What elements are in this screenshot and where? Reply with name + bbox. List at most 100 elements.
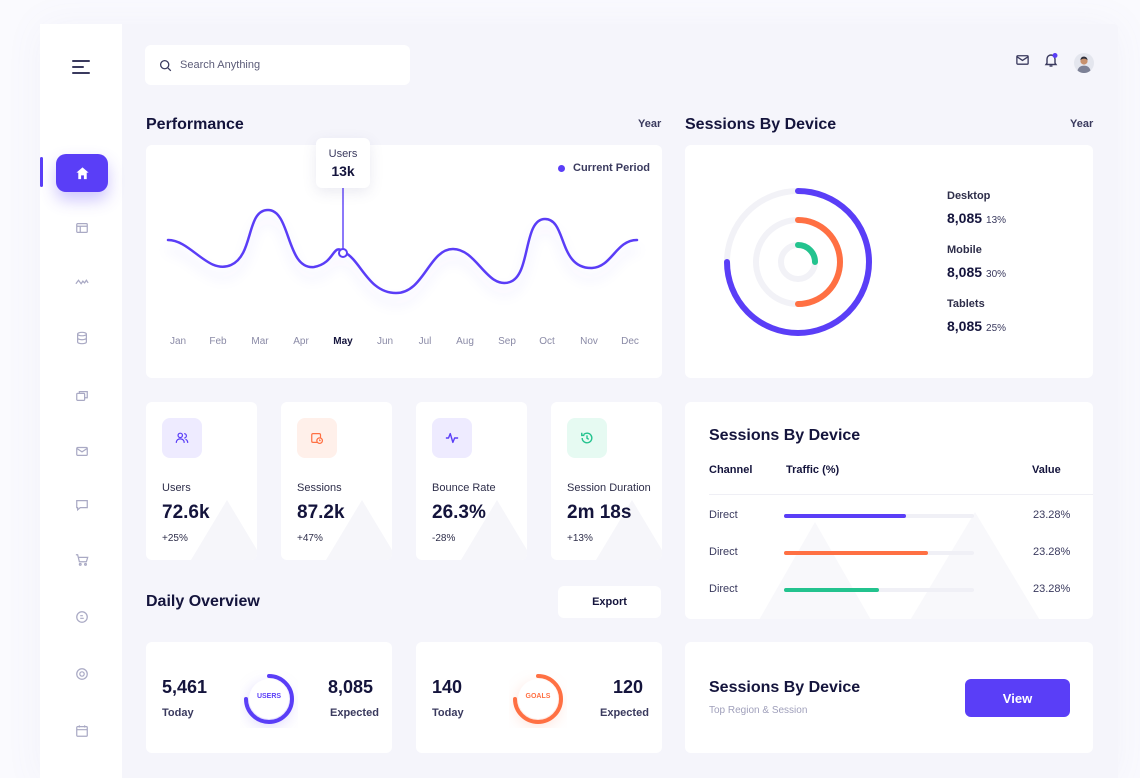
- mail-icon: [76, 446, 88, 456]
- device-tablets-value: 8,085 25%: [947, 318, 1007, 334]
- month-label: Apr: [293, 336, 309, 347]
- month-label: Sep: [498, 336, 516, 347]
- donut-desktop-arc: [724, 188, 872, 336]
- search-input[interactable]: [180, 59, 380, 71]
- stat-card-users[interactable]: Users 72.6k +25%: [146, 402, 257, 560]
- row-value: 23.28%: [1033, 509, 1071, 521]
- sessions-device-card: [685, 145, 1093, 378]
- daily-expected-value: 120: [613, 677, 644, 697]
- device-mobile-label: Mobile: [947, 244, 982, 256]
- row-value: 23.28%: [1033, 546, 1071, 558]
- sidebar-item-database[interactable]: [56, 319, 108, 357]
- month-label: May: [333, 336, 353, 347]
- sidebar-item-cart[interactable]: [56, 541, 108, 579]
- stat-value: 87.2k: [297, 502, 345, 523]
- sidebar-item-coin[interactable]: [56, 598, 108, 636]
- mail-icon: [1016, 55, 1029, 65]
- table-header-channel: Channel: [709, 464, 753, 476]
- traffic-bar-track: [784, 588, 974, 592]
- sessions-device-title: Sessions By Device: [685, 116, 837, 133]
- notifications-button[interactable]: [1043, 52, 1059, 68]
- table-header-value: Value: [1032, 464, 1061, 476]
- stat-change: +13%: [567, 533, 593, 544]
- donut-mobile-arc: [795, 217, 843, 307]
- users-progress-ring: [244, 674, 294, 724]
- coin-icon: [76, 611, 88, 623]
- stat-value: 26.3%: [432, 502, 486, 523]
- sidebar: [40, 24, 122, 778]
- stat-label: Session Duration: [567, 482, 651, 494]
- stat-value: 2m 18s: [567, 502, 632, 523]
- sidebar-item-windows[interactable]: [56, 377, 108, 415]
- calendar-clock-icon: [297, 418, 337, 458]
- home-icon: [75, 166, 89, 179]
- row-channel: Direct: [709, 509, 738, 521]
- tooltip-label: Users: [328, 148, 358, 160]
- search-icon: [159, 59, 172, 71]
- sidebar-item-activity[interactable]: [56, 263, 108, 301]
- daily-expected-value: 8,085: [328, 677, 374, 697]
- month-label: Jul: [418, 336, 432, 347]
- sidebar-item-mail[interactable]: [56, 432, 108, 470]
- windows-icon: [76, 391, 88, 401]
- sidebar-item-layout[interactable]: [56, 209, 108, 247]
- user-avatar-icon: [1074, 53, 1094, 73]
- performance-line: [166, 208, 639, 295]
- traffic-bar-fill: [784, 514, 906, 518]
- chat-icon: [76, 500, 88, 512]
- legend-label: Current Period: [573, 162, 651, 174]
- daily-today-value: 5,461: [162, 677, 208, 697]
- row-channel: Direct: [709, 546, 738, 558]
- stat-card-session-duration[interactable]: Session Duration 2m 18s +13%: [551, 402, 662, 560]
- stat-label: Users: [162, 482, 191, 494]
- tooltip-value: 13k: [331, 163, 355, 179]
- pulse-icon: [432, 418, 472, 458]
- history-icon: [567, 418, 607, 458]
- traffic-bar-track: [784, 514, 974, 518]
- stat-card-bounce-rate[interactable]: Bounce Rate 26.3% -28%: [416, 402, 527, 560]
- export-button[interactable]: Export: [558, 586, 661, 618]
- daily-today-value: 140: [432, 677, 463, 697]
- sidebar-item-chat[interactable]: [56, 486, 108, 524]
- bell-icon: [1044, 53, 1058, 67]
- table-divider: [709, 494, 1093, 495]
- menu-icon[interactable]: [72, 60, 90, 74]
- legend-dot: [558, 164, 565, 172]
- daily-today-label: Today: [432, 707, 464, 719]
- device-desktop-value: 8,085 13%: [947, 210, 1007, 226]
- sidebar-item-calendar[interactable]: [56, 712, 108, 750]
- database-icon: [77, 331, 87, 345]
- month-label: Jan: [169, 336, 187, 347]
- row-channel: Direct: [709, 583, 738, 595]
- performance-period[interactable]: Year: [638, 118, 662, 130]
- avatar[interactable]: [1074, 53, 1094, 73]
- device-desktop-label: Desktop: [947, 190, 991, 202]
- month-label: Oct: [539, 336, 555, 347]
- performance-card: [146, 145, 662, 378]
- stat-card-sessions[interactable]: Sessions 87.2k +47%: [281, 402, 392, 560]
- sessions-device-period[interactable]: Year: [1070, 118, 1094, 130]
- traffic-bar-fill: [784, 551, 929, 555]
- stat-value: 72.6k: [162, 502, 210, 523]
- goals-ring-label: GOALS: [525, 693, 551, 700]
- sidebar-item-target[interactable]: [56, 655, 108, 693]
- month-label: Feb: [209, 336, 227, 347]
- performance-legend: Current Period: [558, 162, 650, 174]
- table-header-traffic: Traffic (%): [786, 464, 840, 476]
- sessions-table-title: Sessions By Device: [709, 427, 861, 444]
- device-tablets-label: Tablets: [947, 298, 985, 310]
- stat-label: Bounce Rate: [432, 482, 496, 494]
- target-icon: [76, 668, 88, 680]
- sidebar-item-home[interactable]: [56, 154, 108, 192]
- tooltip-point[interactable]: [338, 248, 348, 258]
- mail-button[interactable]: [1015, 52, 1030, 67]
- view-button[interactable]: View: [965, 679, 1070, 717]
- daily-today-label: Today: [162, 707, 194, 719]
- device-donut-chart: [724, 188, 872, 336]
- daily-expected-label: Expected: [330, 707, 379, 719]
- chart-tooltip: Users 13k: [316, 138, 370, 188]
- stat-label: Sessions: [297, 482, 342, 494]
- users-icon: [162, 418, 202, 458]
- stat-change: -28%: [432, 533, 456, 544]
- performance-title: Performance: [146, 116, 244, 133]
